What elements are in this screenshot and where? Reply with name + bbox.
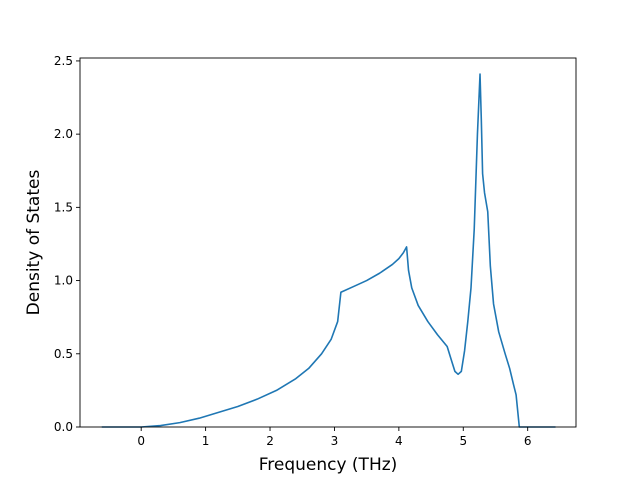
x-tick-label: 3 bbox=[331, 434, 339, 448]
y-tick-label: 0.0 bbox=[54, 420, 73, 434]
series-line-dos bbox=[101, 73, 556, 428]
plot-area bbox=[80, 58, 576, 427]
x-tick-label: 5 bbox=[459, 434, 467, 448]
y-tick-label: 1.0 bbox=[54, 274, 73, 288]
y-tick-label: 2.0 bbox=[54, 127, 73, 141]
y-tick-label: 2.5 bbox=[54, 54, 73, 68]
y-axis-ticks: 0.0 0.5 1.0 1.5 2.0 2.5 bbox=[54, 54, 80, 434]
y-tick-label: 0.5 bbox=[54, 347, 73, 361]
plot-frame bbox=[79, 57, 577, 428]
x-tick-label: 0 bbox=[137, 434, 145, 448]
x-axis-ticks: 0 1 2 3 4 5 6 bbox=[137, 427, 532, 448]
y-axis-label: Density of States bbox=[24, 170, 44, 316]
x-tick-label: 6 bbox=[524, 434, 532, 448]
x-tick-label: 1 bbox=[202, 434, 210, 448]
x-axis-label: Frequency (THz) bbox=[259, 455, 398, 475]
x-tick-label: 2 bbox=[266, 434, 274, 448]
y-tick-label: 1.5 bbox=[54, 200, 73, 214]
x-tick-label: 4 bbox=[395, 434, 403, 448]
